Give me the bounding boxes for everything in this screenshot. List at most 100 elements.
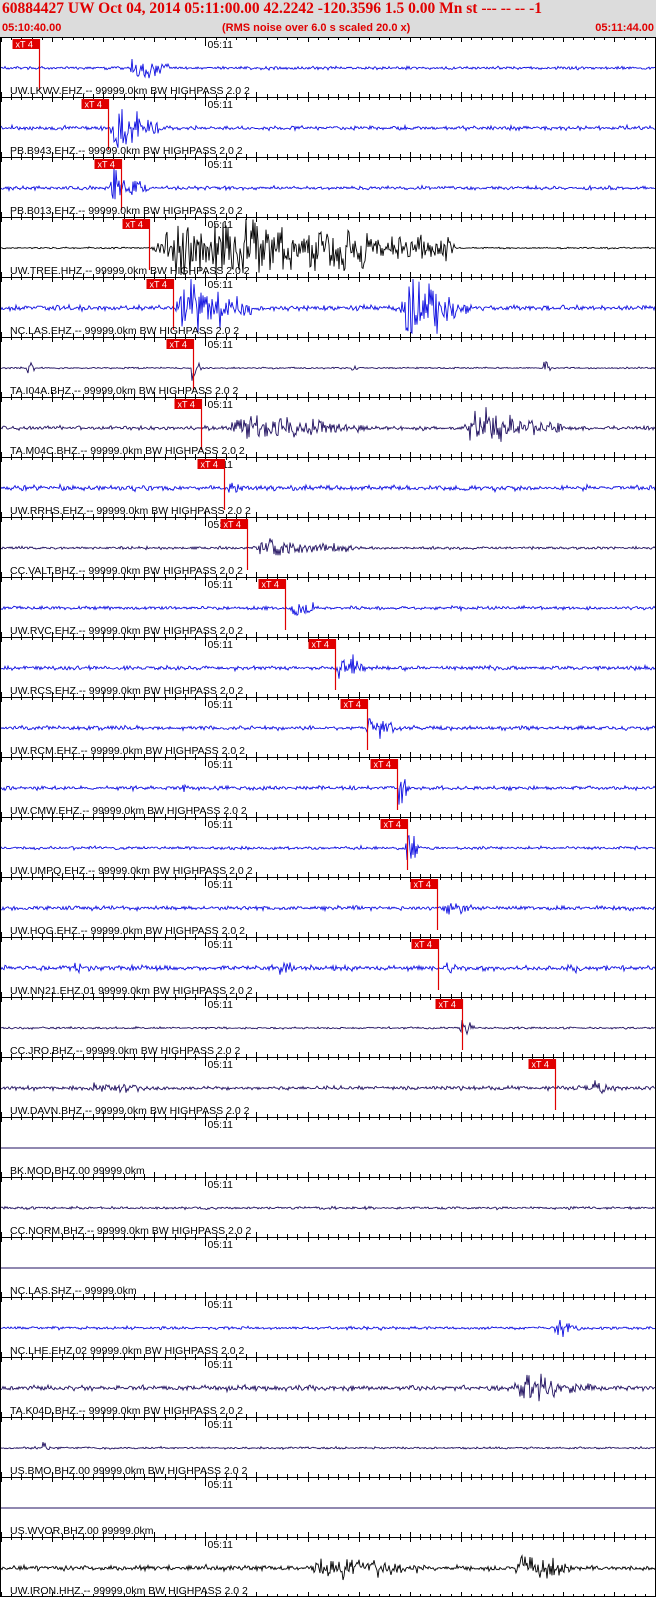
waveform xyxy=(0,1442,656,1451)
trace-label: UW.RVC.EHZ.-- 99999.0km BW HIGHPASS 2.0 … xyxy=(10,625,243,637)
trace-label: UW.RRHS.EHZ.-- 99999.0km BW HIGHPASS 2.0… xyxy=(10,505,251,517)
waveform xyxy=(0,835,656,861)
pick-label: xT 4 xyxy=(262,580,279,590)
pick-label: xT 4 xyxy=(439,1000,456,1010)
trace-label: NC.LHE.EHZ.02 99999.0km BW HIGHPASS 2.0 … xyxy=(10,1345,245,1357)
waveform xyxy=(0,482,656,493)
trace-panel: 05:11 xT 4 UW.NN21.EHZ.01 99999.0km BW HIG… xyxy=(0,937,656,997)
pick-label: xT 4 xyxy=(126,220,143,230)
seismogram-plot: 05:11 xT 4 UW.LKWV.EHZ.-- 99999.0km BW HIG… xyxy=(0,37,656,1597)
pick-marker xyxy=(340,699,368,709)
minute-label: 05:11 xyxy=(208,39,234,51)
trace-panel: 05:11 xT 4 UW.RCM.EHZ.-- 99999.0km BW HIGH… xyxy=(0,697,656,757)
trace-label: CC.VALT.BHZ.-- 99999.0km BW HIGHPASS 2.0… xyxy=(10,565,243,577)
trace-panel: 05:11 xT 4 PB.B943.EHZ.-- 99999.0km BW HIG… xyxy=(0,97,656,157)
pick-marker xyxy=(380,819,408,829)
trace-label: BK.MOD.BHZ.00 99999.0km xyxy=(10,1165,145,1177)
trace-panel: 05:11 xT 4 UW.HOG.EHZ.-- 99999.0km BW HIGH… xyxy=(0,877,656,937)
trace-label: US.WVOR.BHZ.00 99999.0km xyxy=(10,1525,154,1537)
trace-panel: 05:11 UW.IRON.HHZ.-- 99999.0km BW HIGHPAS… xyxy=(0,1537,656,1597)
minute-label: 05:11 xyxy=(208,999,234,1011)
minute-label: 05:11 xyxy=(208,1059,234,1071)
pick-marker xyxy=(12,39,40,49)
trace-label: UW.TREE.HHZ.-- 99999.0km BW HIGHPASS 2.0… xyxy=(10,265,250,277)
waveform xyxy=(0,654,656,679)
pick-marker xyxy=(220,519,248,529)
pick-marker xyxy=(81,99,109,109)
pick-label: xT 4 xyxy=(150,280,167,290)
trace-label: PB.B013.EHZ.-- 99999.0km BW HIGHPASS 2.0… xyxy=(10,205,243,217)
waveform xyxy=(0,1554,656,1581)
trace-panel: 05:11 xT 4 TA.I04A.BHZ.-- 99999.0km BW HIG… xyxy=(0,337,656,397)
waveform xyxy=(0,278,656,335)
waveform xyxy=(0,1080,656,1095)
trace-label: UW.HOG.EHZ.-- 99999.0km BW HIGHPASS 2.0 … xyxy=(10,925,245,937)
pick-marker xyxy=(166,339,194,349)
trace-label: UW.NN21.EHZ.01 99999.0km BW HIGHPASS 2.0… xyxy=(10,985,253,997)
trace-label: UW.UMPQ.EHZ.-- 99999.0km BW HIGHPASS 2.0… xyxy=(10,865,253,877)
trace-label: US.BMO.BHZ.00 99999.0km BW HIGHPASS 2.0 … xyxy=(10,1465,247,1477)
pick-label: xT 4 xyxy=(414,880,431,890)
trace-label: TA.M04C.BHZ.-- 99999.0km BW HIGHPASS 2.0… xyxy=(10,445,245,457)
trace-panel: 05:11 xT 4 UW.UMPQ.EHZ.-- 99999.0km BW HIG… xyxy=(0,817,656,877)
pick-label: xT 4 xyxy=(532,1060,549,1070)
waveform xyxy=(0,718,656,739)
waveform xyxy=(0,779,656,805)
trace-label: NC.LAS.EHZ.-- 99999.0km BW HIGHPASS 2.0 … xyxy=(10,325,239,337)
trace-panel: 05:11 xT 4 UW.RCS.EHZ.-- 99999.0km BW HIGH… xyxy=(0,637,656,697)
trace-label: PB.B943.EHZ.-- 99999.0km BW HIGHPASS 2.0… xyxy=(10,145,243,157)
pick-marker xyxy=(146,279,174,289)
trace-label: UW.CMW.EHZ.-- 99999.0km BW HIGHPASS 2.0 … xyxy=(10,805,247,817)
minute-label: 05:11 xyxy=(208,99,234,111)
trace-panel: 05:11 xT 4 UW.DAVN.BHZ.-- 99999.0km BW HIG… xyxy=(0,1057,656,1117)
minute-label: 05:11 xyxy=(208,1179,234,1191)
pick-marker xyxy=(258,579,286,589)
waveform xyxy=(0,361,656,381)
pick-marker xyxy=(370,759,398,769)
waveform xyxy=(0,407,656,442)
pick-label: xT 4 xyxy=(224,520,241,530)
minute-label: 05:11 xyxy=(208,699,234,711)
minute-label: 05:11 xyxy=(208,1119,234,1131)
pick-label: xT 4 xyxy=(312,640,329,650)
trace-label: UW.RCS.EHZ.-- 99999.0km BW HIGHPASS 2.0 … xyxy=(10,685,243,697)
waveform xyxy=(0,903,656,915)
trace-panel: 05:11 NC.LAS.SHZ.-- 99999.0km xyxy=(0,1237,656,1297)
minute-label: 05:11 xyxy=(208,939,234,951)
pick-label: xT 4 xyxy=(415,940,432,950)
minute-label: 05:11 xyxy=(208,1299,234,1311)
trace-label: NC.LAS.SHZ.-- 99999.0km xyxy=(10,1285,137,1297)
event-title: 60884427 UW Oct 04, 2014 05:11:00.00 42.… xyxy=(2,0,543,17)
minute-label: 05:11 xyxy=(208,579,234,591)
scaling-note: (RMS noise over 6.0 s scaled 20.0 x) xyxy=(222,22,411,34)
pick-marker xyxy=(94,159,122,169)
pick-label: xT 4 xyxy=(374,760,391,770)
trace-panel: 05:11 xT 4 PB.B013.EHZ.-- 99999.0km BW HIG… xyxy=(0,157,656,217)
minute-label: 05:11 xyxy=(208,759,234,771)
minute-label: 05:11 xyxy=(208,1359,234,1371)
waveform xyxy=(0,58,656,79)
trace-label: UW.DAVN.BHZ.-- 99999.0km BW HIGHPASS 2.0… xyxy=(10,1105,250,1117)
minute-label: 05:11 xyxy=(208,1419,234,1431)
pick-label: xT 4 xyxy=(178,400,195,410)
minute-label: 05:11 xyxy=(208,399,234,411)
trace-panel: 05:11 xT 4 NC.LAS.EHZ.-- 99999.0km BW HIGH… xyxy=(0,277,656,337)
waveform xyxy=(1,218,656,276)
trace-panel: 05:11 US.WVOR.BHZ.00 99999.0km xyxy=(0,1477,656,1537)
waveform xyxy=(0,1019,655,1036)
minute-label: 05:11 xyxy=(208,219,234,231)
waveform xyxy=(0,1319,656,1338)
pick-label: xT 4 xyxy=(344,700,361,710)
pick-label: xT 4 xyxy=(201,460,218,470)
trace-panel: 05:11 xT 4 UW.CMW.EHZ.-- 99999.0km BW HIGH… xyxy=(0,757,656,817)
pick-marker xyxy=(197,459,225,469)
pick-marker xyxy=(528,1059,556,1069)
waveform xyxy=(0,538,656,556)
waveform xyxy=(0,961,656,975)
trace-label: TA.I04A.BHZ.-- 99999.0km BW HIGHPASS 2.0… xyxy=(10,385,239,397)
end-time: 05:11:44.00 xyxy=(595,22,654,34)
trace-label: CC.JRO.BHZ.-- 99999.0km BW HIGHPASS 2.0 … xyxy=(10,1045,240,1057)
minute-label: 05:11 xyxy=(208,1539,234,1551)
trace-label: UW.RCM.EHZ.-- 99999.0km BW HIGHPASS 2.0 … xyxy=(10,745,245,757)
